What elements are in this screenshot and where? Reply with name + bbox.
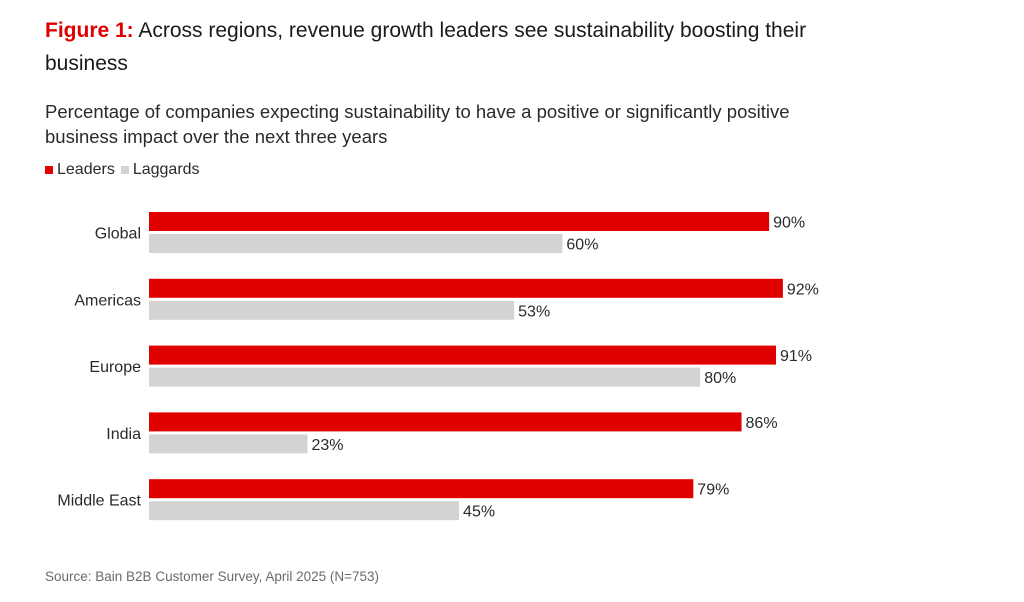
bar-laggards-middle-east bbox=[149, 501, 460, 521]
source-note: Source: Bain B2B Customer Survey, April … bbox=[45, 569, 380, 584]
category-label-global: Global bbox=[95, 226, 141, 243]
value-label-laggards-global: 60% bbox=[566, 237, 598, 254]
legend-label-laggards: Laggards bbox=[132, 161, 200, 178]
legend-swatch-leaders bbox=[45, 166, 53, 174]
figure-label: Figure 1: bbox=[45, 19, 134, 42]
chart-title: Figure 1: Across regions, revenue growth… bbox=[45, 14, 845, 80]
legend-item-leaders: Leaders bbox=[45, 159, 115, 181]
value-label-leaders-global: 90% bbox=[773, 215, 805, 232]
category-label-europe: Europe bbox=[89, 359, 141, 376]
bar-laggards-europe bbox=[149, 367, 701, 387]
bar-laggards-americas bbox=[149, 300, 515, 320]
legend-label-leaders: Leaders bbox=[57, 161, 115, 178]
value-label-leaders-americas: 92% bbox=[787, 281, 819, 298]
bar-leaders-europe bbox=[149, 345, 776, 365]
bar-leaders-india bbox=[149, 412, 742, 432]
category-label-americas: Americas bbox=[74, 292, 141, 309]
bar-laggards-india bbox=[149, 434, 308, 454]
value-label-leaders-india: 86% bbox=[746, 415, 778, 432]
category-label-india: India bbox=[106, 426, 141, 443]
legend-swatch-laggards bbox=[120, 166, 129, 174]
value-label-leaders-middle-east: 79% bbox=[697, 482, 729, 499]
chart-title-text: Across regions, revenue growth leaders s… bbox=[45, 19, 807, 75]
chart-subtitle: Percentage of companies expecting sustai… bbox=[45, 101, 790, 147]
legend-item-laggards: Laggards bbox=[120, 159, 200, 181]
value-label-leaders-europe: 91% bbox=[780, 348, 812, 365]
value-label-laggards-americas: 53% bbox=[518, 303, 550, 320]
bar-leaders-americas bbox=[149, 278, 783, 298]
value-label-laggards-india: 23% bbox=[311, 437, 343, 454]
category-label-middle-east: Middle East bbox=[57, 493, 141, 510]
bar-laggards-global bbox=[149, 234, 563, 253]
legend: Leaders Laggards bbox=[45, 159, 206, 181]
bar-leaders-global bbox=[149, 212, 770, 231]
value-label-laggards-middle-east: 45% bbox=[463, 504, 495, 521]
bar-leaders-middle-east bbox=[149, 479, 694, 499]
value-label-laggards-europe: 80% bbox=[704, 370, 736, 387]
